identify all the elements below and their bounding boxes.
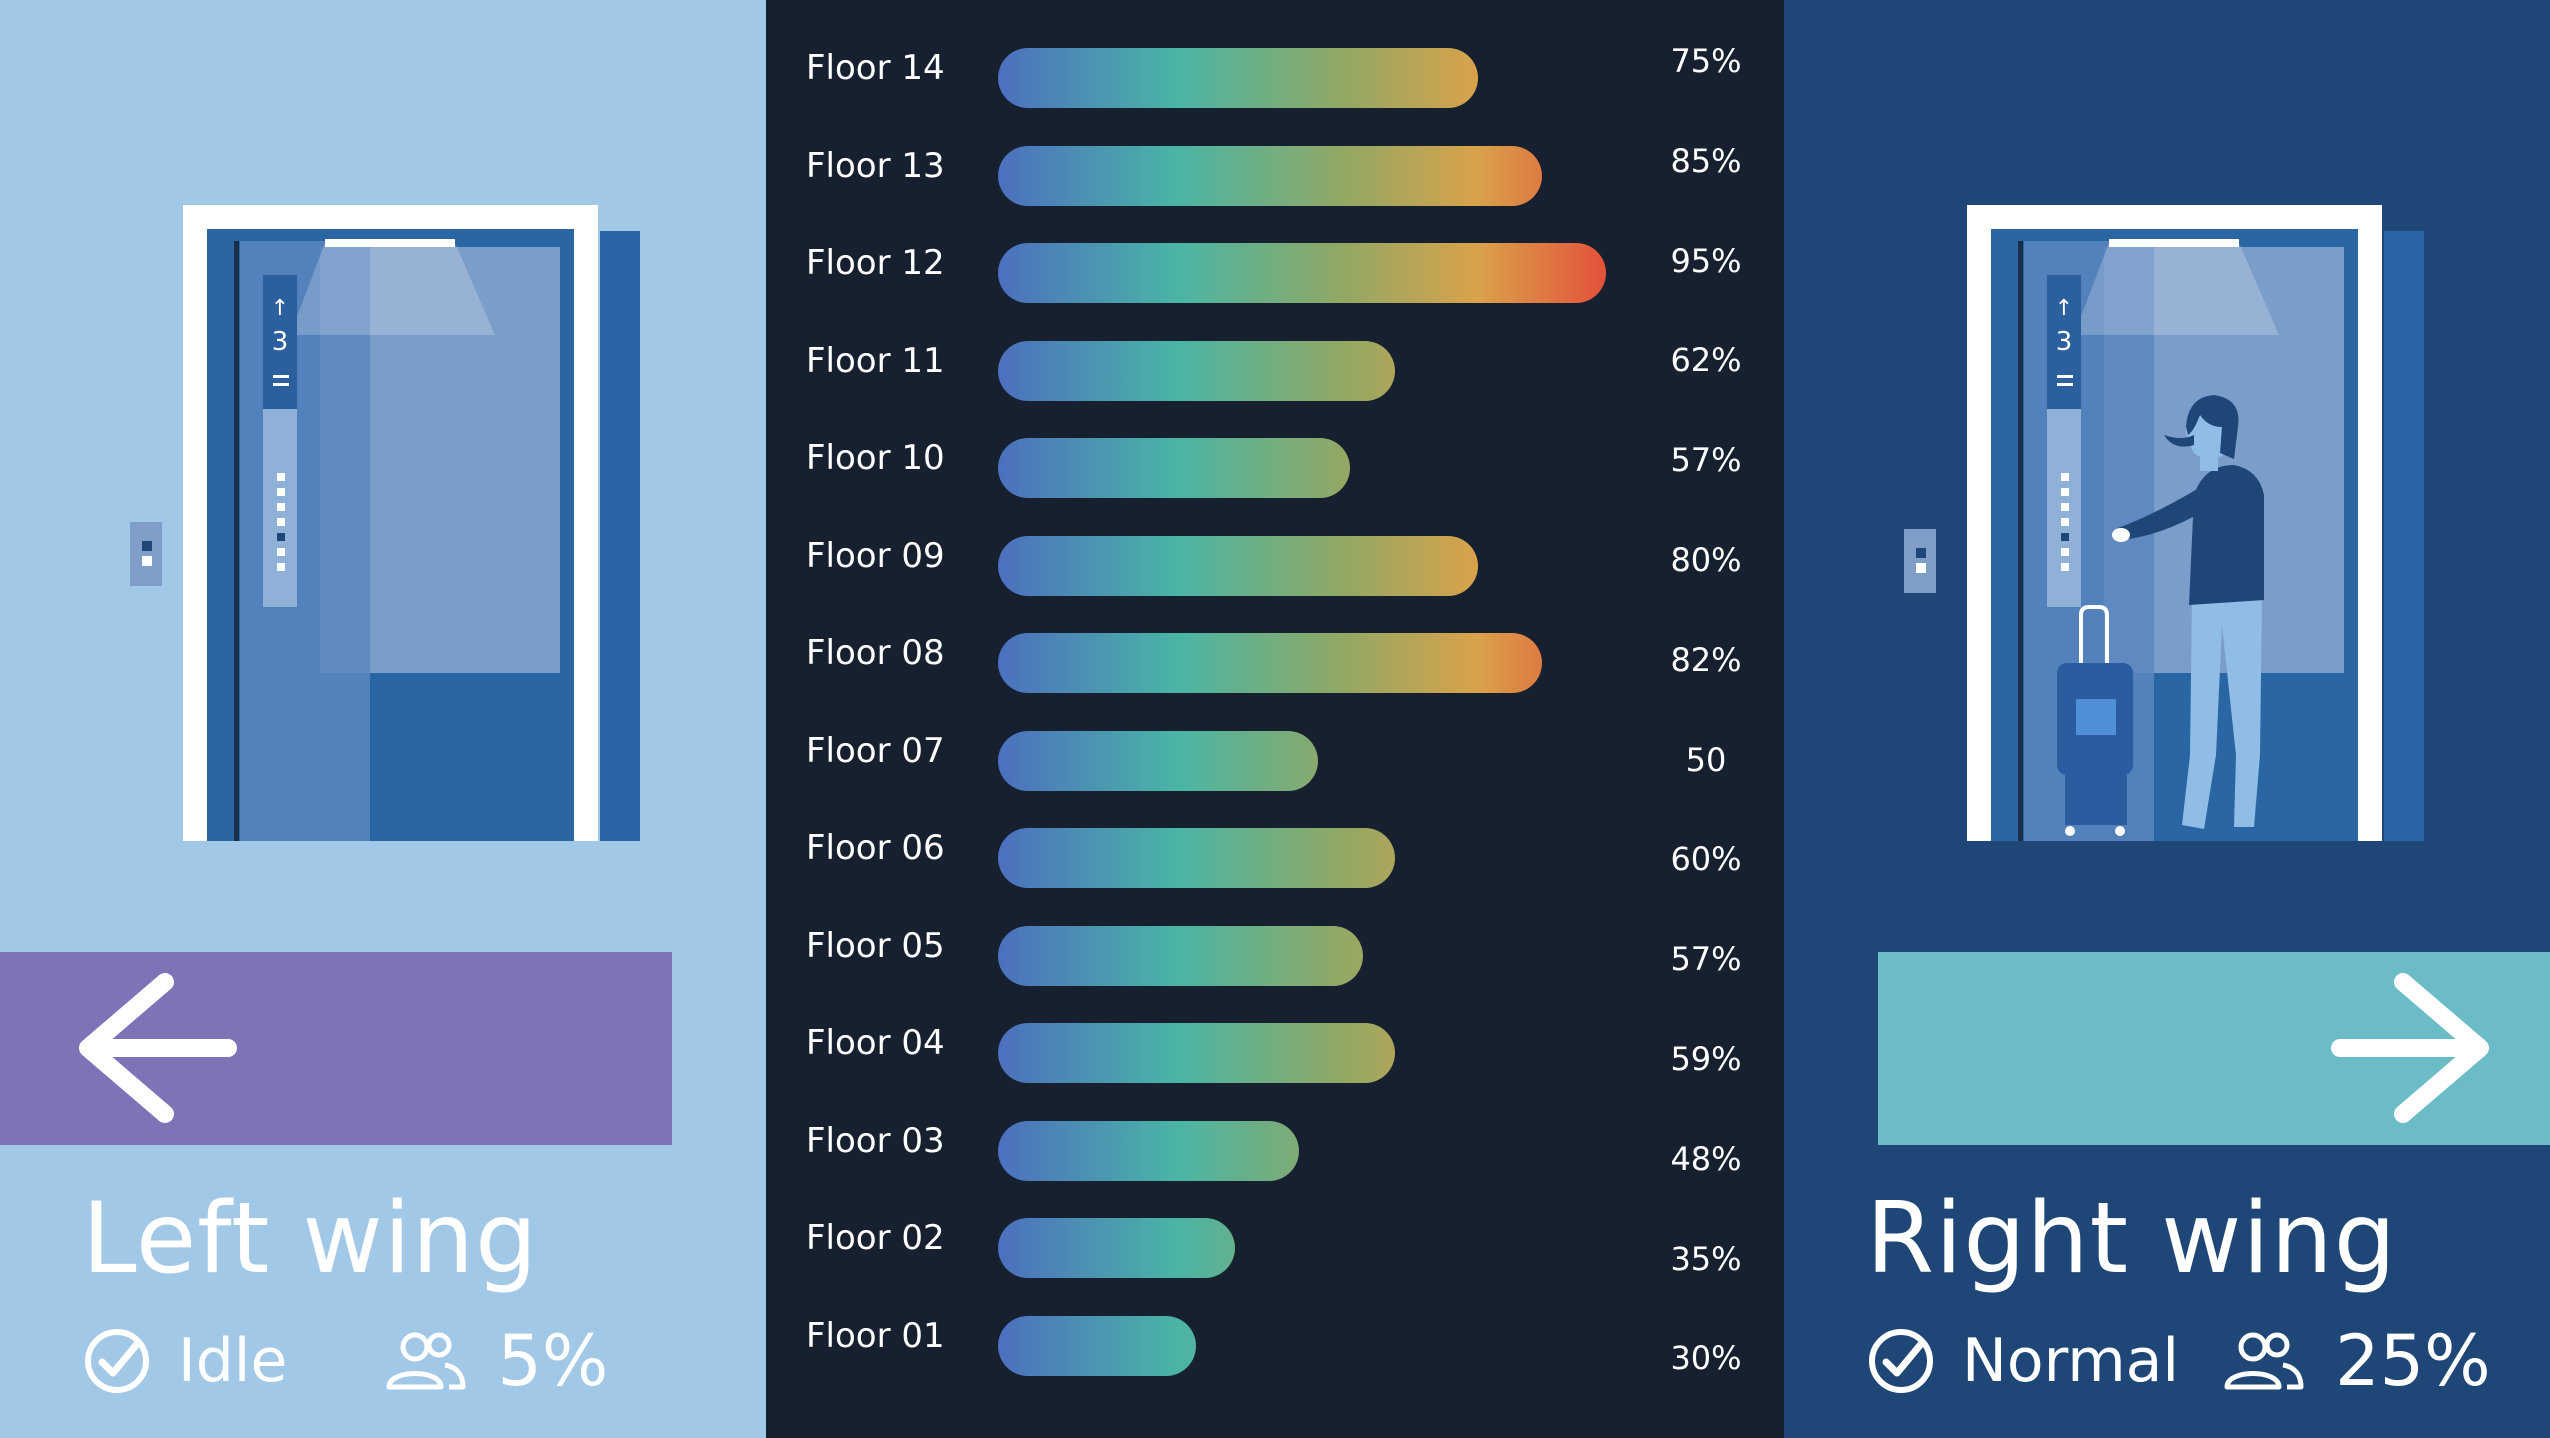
floor-label: Floor 06: [806, 828, 945, 868]
arrow-left-icon: [79, 973, 237, 1123]
floor-load-bar: [998, 633, 1542, 693]
chart-row-floor-07: Floor 07 50: [766, 703, 1784, 800]
left-direction-bar[interactable]: [0, 952, 672, 1145]
left-wing-load: 5%: [497, 1320, 609, 1402]
suitcase-icon: [2057, 605, 2133, 836]
chart-row-floor-14: Floor 14 75%: [766, 20, 1784, 117]
floor-load-bar: [998, 730, 1318, 791]
arrow-right-icon: [2331, 973, 2489, 1123]
right-direction-bar[interactable]: [1878, 952, 2550, 1145]
chart-row-floor-03: Floor 03 48%: [766, 1093, 1784, 1190]
floor-label: Floor 04: [806, 1023, 945, 1063]
floor-label: Floor 11: [806, 340, 945, 381]
floor-load-bar: [998, 1218, 1235, 1278]
floor-label: Floor 10: [806, 438, 945, 478]
floor-load-bar: [998, 925, 1363, 986]
left-wing-title: Left wing: [82, 1182, 539, 1296]
left-wing-panel: ↑ 3 Left wing: [0, 0, 766, 1438]
svg-text:3: 3: [2056, 327, 2073, 357]
floor-load-bar: [998, 438, 1350, 498]
floor-load-bar: [998, 48, 1478, 108]
floor-label: Floor 12: [806, 243, 945, 283]
floor-value-label: 50: [1685, 740, 1727, 779]
right-wing-load: 25%: [2335, 1320, 2491, 1402]
people-icon: [386, 1332, 466, 1390]
floor-value-label: 30%: [1670, 1339, 1742, 1378]
floor-value-label: 57%: [1670, 940, 1742, 979]
person-illustration: [2112, 395, 2264, 829]
floor-label: Floor 05: [806, 925, 945, 966]
floor-value-label: 57%: [1670, 441, 1742, 480]
chart-row-floor-08: Floor 08 82%: [766, 605, 1784, 702]
floor-label: Floor 14: [806, 48, 945, 88]
floor-load-chart: Floor 14 75% Floor 13 85% Floor 12 95% Floor 1…: [766, 0, 1784, 1438]
floor-label: Floor 09: [806, 535, 945, 576]
floor-load-bar: [998, 1023, 1395, 1083]
floor-value-label: 80%: [1670, 541, 1742, 579]
floor-load-bar: [998, 828, 1395, 888]
floor-load-bar: [998, 535, 1478, 596]
right-wing-title: Right wing: [1866, 1182, 2397, 1296]
floor-label: Floor 08: [806, 633, 945, 673]
floor-value-label: 75%: [1670, 42, 1742, 80]
right-elevator-illustration: ↑ 3: [1904, 205, 2424, 841]
left-elevator-illustration: ↑ 3: [130, 205, 640, 841]
floor-label: Floor 02: [806, 1218, 945, 1258]
floor-label: Floor 07: [806, 730, 945, 771]
floor-value-label: 59%: [1670, 1040, 1742, 1078]
people-icon: [2224, 1332, 2304, 1390]
floor-value-label: 95%: [1670, 241, 1742, 280]
floor-load-bar: [998, 1120, 1299, 1181]
chart-row-floor-10: Floor 10 57%: [766, 410, 1784, 507]
floor-value-label: 82%: [1670, 640, 1742, 679]
floor-load-bar: [998, 145, 1542, 206]
chart-row-floor-06: Floor 06 60%: [766, 800, 1784, 897]
chart-row-floor-11: Floor 11 62%: [766, 313, 1784, 410]
floor-value-label: 60%: [1670, 840, 1742, 879]
chart-row-floor-01: Floor 01 30%: [766, 1288, 1784, 1385]
check-circle-icon: [1869, 1329, 1933, 1393]
floor-load-bar: [998, 340, 1395, 401]
svg-text:3: 3: [272, 327, 289, 357]
chart-row-floor-12: Floor 12 95%: [766, 215, 1784, 312]
chart-row-floor-05: Floor 05 57%: [766, 898, 1784, 995]
floor-label: Floor 01: [806, 1315, 945, 1356]
right-wing-status: Normal: [1962, 1326, 2180, 1396]
floor-load-bar: [998, 1315, 1196, 1376]
floor-value-label: 35%: [1670, 1239, 1742, 1278]
floor-value-label: 62%: [1670, 341, 1742, 380]
floor-value-label: 48%: [1670, 1139, 1742, 1178]
floor-value-label: 85%: [1670, 141, 1742, 180]
chart-row-floor-13: Floor 13 85%: [766, 118, 1784, 215]
left-wing-status: Idle: [178, 1326, 288, 1396]
chart-row-floor-04: Floor 04 59%: [766, 995, 1784, 1092]
chart-row-floor-02: Floor 02 35%: [766, 1190, 1784, 1287]
floor-label: Floor 03: [806, 1120, 945, 1161]
svg-text:↑: ↑: [271, 296, 289, 321]
right-wing-status-row: Normal 25%: [1866, 1320, 2491, 1402]
check-circle-icon: [85, 1329, 149, 1393]
chart-row-floor-09: Floor 09 80%: [766, 508, 1784, 605]
left-wing-status-row: Idle 5%: [82, 1320, 608, 1402]
floor-load-bar: [998, 243, 1606, 303]
svg-text:↑: ↑: [2055, 296, 2073, 321]
floor-label: Floor 13: [806, 145, 945, 186]
right-wing-panel: ↑ 3: [1784, 0, 2550, 1438]
